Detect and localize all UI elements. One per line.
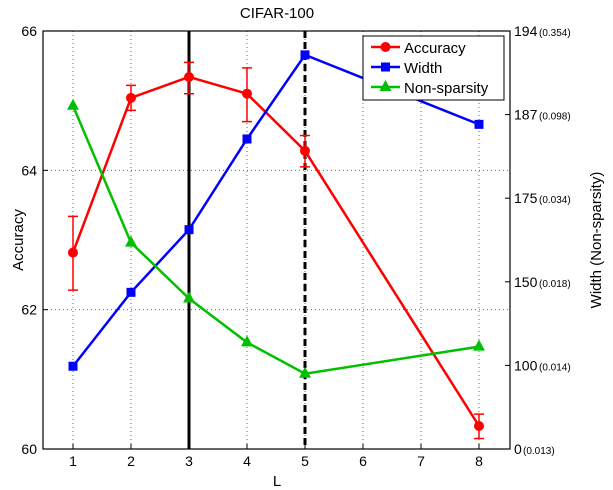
legend-marker-accuracy [380,42,391,52]
y2-tick-label-width: 150 [514,274,538,290]
x-tick-label: 7 [417,453,425,469]
plot-frame [42,30,511,450]
non-sparsity-point [241,335,253,347]
non-sparsity-line [71,105,480,376]
accuracy-point [474,421,484,432]
legend-label-accuracy: Accuracy [404,40,466,57]
y-tick-label: 60 [21,441,37,457]
width-line [72,53,480,368]
accuracy-point [242,88,252,99]
y2-tick-label-nonsparsity: (0.013) [523,446,555,457]
x-tick-label: 5 [301,453,309,469]
y-axis-label: Accuracy [10,209,27,271]
chart-title: CIFAR-100 [240,5,314,22]
legend-label-width: Width [404,60,442,77]
non-sparsity-point [125,235,137,247]
y2-tick-label-width: 100 [514,357,538,373]
width-point [474,119,484,129]
accuracy-point [184,71,194,82]
y2-tick-label-nonsparsity: (0.098) [539,112,571,123]
y-tick-label: 62 [21,302,37,318]
non-sparsity-point [183,291,195,303]
legend-marker-width [381,62,390,72]
x-tick-label: 8 [475,453,483,469]
y2-tick-label-nonsparsity: (0.018) [539,279,571,290]
non-sparsity-point [473,339,485,351]
width-point [242,134,252,144]
y-tick-label: 64 [21,162,37,178]
x-tick-label: 1 [69,453,77,469]
legend: Accuracy Width Non-sparsity [362,35,505,101]
non-sparsity-point [299,366,311,378]
y2-tick-label-nonsparsity: (0.354) [539,28,571,39]
x-tick-label: 3 [185,453,193,469]
x-tick-label: 6 [359,453,367,469]
y-tick-label: 66 [21,23,37,39]
width-point [126,287,136,297]
y2-tick-label-width: 0 [514,441,522,457]
y2-tick-label-width: 194 [514,23,538,39]
non-sparsity-point [67,98,79,110]
width-point [68,361,78,371]
x-tick-label: 2 [127,453,135,469]
y2-tick-label-width: 187 [514,107,538,123]
y2-tick-label-nonsparsity: (0.014) [539,362,571,373]
width-point [300,50,310,60]
accuracy-line [71,75,481,427]
legend-label-non-sparsity: Non-sparsity [404,80,489,97]
accuracy-point [126,92,136,103]
y2-tick-label-nonsparsity: (0.034) [539,195,571,206]
accuracy-point [300,145,310,156]
width-point [184,225,194,235]
x-tick-label: 4 [243,453,251,469]
legend-marker-non-sparsity [379,80,392,91]
accuracy-point [68,247,78,258]
y2-axis-label: Width (Non-sparsity) [588,172,605,309]
x-axis-label: L [273,473,281,490]
y2-tick-label-width: 175 [514,190,538,206]
